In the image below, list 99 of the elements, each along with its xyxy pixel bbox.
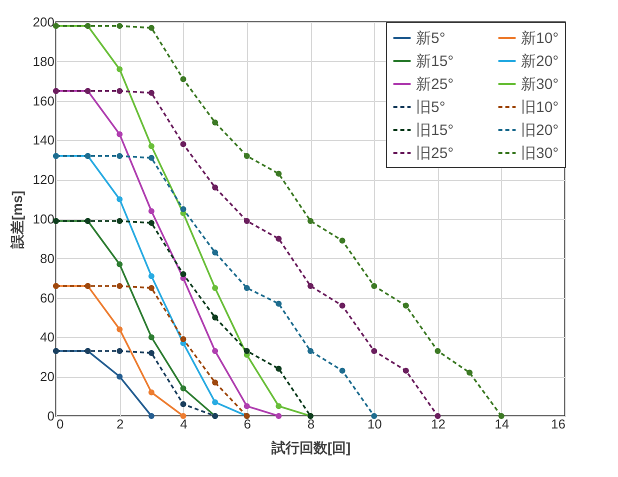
point xyxy=(212,119,218,126)
point xyxy=(148,220,154,226)
point xyxy=(148,143,154,150)
y-tick-label: 120 xyxy=(32,172,54,188)
point xyxy=(180,76,186,82)
legend-label: 旧5° xyxy=(416,99,446,116)
y-tick-label: 20 xyxy=(40,369,54,384)
y-tick-label: 100 xyxy=(32,212,54,226)
point xyxy=(276,170,282,177)
point xyxy=(212,314,218,320)
point xyxy=(148,24,154,31)
x-tick-label: 6 xyxy=(244,416,251,432)
point xyxy=(148,90,154,96)
point xyxy=(148,284,154,291)
point xyxy=(212,184,218,190)
point xyxy=(116,261,123,268)
legend-label: 旧25° xyxy=(416,145,454,162)
legend-label: 旧10° xyxy=(521,99,559,116)
point xyxy=(339,238,346,244)
point xyxy=(180,206,186,212)
point xyxy=(434,348,441,354)
point xyxy=(116,196,123,202)
point xyxy=(116,326,123,332)
point xyxy=(116,88,123,94)
legend-label: 旧30° xyxy=(521,145,559,162)
y-tick-label: 40 xyxy=(40,330,54,345)
point xyxy=(466,370,473,376)
point xyxy=(339,368,346,374)
legend-label: 新25° xyxy=(416,76,454,93)
legend-label: 新5° xyxy=(416,30,446,47)
y-tick-label: 200 xyxy=(32,14,54,30)
point xyxy=(148,208,154,214)
y-tick-label: 80 xyxy=(40,250,54,266)
point xyxy=(116,374,123,380)
point xyxy=(244,218,250,224)
point xyxy=(148,350,154,356)
point xyxy=(116,22,123,29)
x-tick-label: 14 xyxy=(494,416,510,432)
point xyxy=(276,413,282,419)
point xyxy=(371,413,378,419)
point xyxy=(276,403,282,410)
legend-label: 新15° xyxy=(416,53,454,70)
point xyxy=(371,348,378,354)
point xyxy=(148,334,154,340)
y-tick-label: 160 xyxy=(32,93,54,108)
point xyxy=(180,271,186,278)
y-axis-title: 誤差[ms] xyxy=(8,190,25,250)
point xyxy=(308,282,314,289)
point xyxy=(434,413,441,419)
x-tick-label: 10 xyxy=(367,416,382,432)
y-tick-label: 60 xyxy=(40,290,54,306)
y-tick-label: 180 xyxy=(32,54,54,69)
point xyxy=(276,300,282,307)
point xyxy=(116,348,123,354)
point xyxy=(148,273,154,280)
point xyxy=(244,403,250,410)
point xyxy=(339,302,346,309)
legend-label: 新20° xyxy=(521,53,559,70)
legend-label: 新30° xyxy=(521,76,559,93)
point xyxy=(308,348,314,354)
point xyxy=(116,152,123,159)
point xyxy=(498,413,504,419)
point xyxy=(180,413,186,419)
point xyxy=(180,401,186,408)
point xyxy=(276,236,282,242)
point xyxy=(116,66,123,72)
point xyxy=(116,218,123,224)
legend-label: 旧15° xyxy=(416,122,454,139)
x-tick-label: 4 xyxy=(180,416,188,432)
x-tick-label: 12 xyxy=(431,416,446,432)
point xyxy=(212,348,218,354)
point xyxy=(212,399,218,406)
point xyxy=(180,385,186,392)
x-axis-title: 試行回数[回] xyxy=(270,440,351,456)
point xyxy=(244,284,250,291)
point xyxy=(148,413,154,419)
point xyxy=(212,380,218,386)
point xyxy=(116,131,123,138)
x-tick-label: 8 xyxy=(307,416,315,432)
x-tick-label: 16 xyxy=(551,416,566,432)
point xyxy=(148,389,154,396)
point xyxy=(244,152,250,159)
point xyxy=(212,249,218,256)
point xyxy=(148,154,154,161)
legend-label: 旧20° xyxy=(521,122,559,139)
point xyxy=(180,336,186,342)
point xyxy=(244,348,250,354)
point xyxy=(276,366,282,372)
y-tick-label: 140 xyxy=(32,132,54,148)
x-tick-label: 2 xyxy=(116,416,124,432)
point xyxy=(308,218,314,224)
point xyxy=(402,368,409,374)
point xyxy=(212,284,218,291)
legend-label: 新10° xyxy=(521,30,559,47)
x-tick-label: 0 xyxy=(56,416,64,432)
point xyxy=(116,282,123,289)
point xyxy=(402,302,409,309)
point xyxy=(371,282,378,289)
point xyxy=(180,141,186,148)
